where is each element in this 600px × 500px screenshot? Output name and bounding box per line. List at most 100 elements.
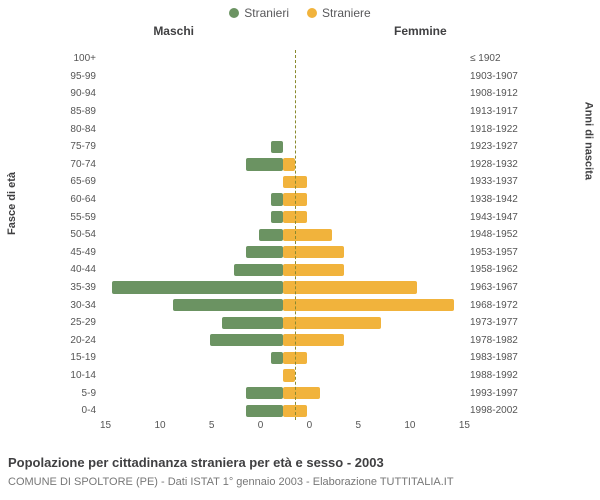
x-tick: 15: [459, 420, 470, 431]
female-half: [283, 68, 466, 86]
female-half: [283, 208, 466, 226]
male-bar: [271, 211, 283, 223]
male-bar: [271, 352, 283, 364]
male-half: [100, 384, 283, 402]
birth-years-label: 1943-1947: [466, 212, 530, 223]
female-bar: [283, 334, 344, 346]
age-band-label: 0-4: [60, 405, 100, 416]
male-half: [100, 349, 283, 367]
bars-container: [100, 384, 466, 402]
legend-male: Stranieri: [229, 6, 289, 20]
legend-male-label: Stranieri: [244, 6, 289, 20]
female-half: [283, 332, 466, 350]
bars-container: [100, 120, 466, 138]
male-half: [100, 103, 283, 121]
male-bar: [234, 264, 283, 276]
female-bar: [283, 229, 332, 241]
bars-container: [100, 68, 466, 86]
birth-years-label: 1903-1907: [466, 71, 530, 82]
age-band-label: 60-64: [60, 194, 100, 205]
bars-container: [100, 50, 466, 68]
female-half: [283, 191, 466, 209]
female-half: [283, 120, 466, 138]
bars-container: [100, 279, 466, 297]
x-tick: 15: [100, 420, 111, 431]
female-half: [283, 384, 466, 402]
birth-years-label: 1938-1942: [466, 194, 530, 205]
female-half: [283, 50, 466, 68]
pyramid-chart: Stranieri Straniere Maschi Femmine Fasce…: [0, 0, 600, 500]
female-half: [283, 85, 466, 103]
title-females: Femmine: [394, 24, 447, 38]
male-half: [100, 138, 283, 156]
female-half: [283, 349, 466, 367]
age-band-label: 50-54: [60, 229, 100, 240]
age-band-label: 15-19: [60, 352, 100, 363]
male-half: [100, 85, 283, 103]
male-half: [100, 279, 283, 297]
male-half: [100, 314, 283, 332]
age-band-label: 85-89: [60, 106, 100, 117]
female-half: [283, 402, 466, 420]
birth-years-label: 1998-2002: [466, 405, 530, 416]
male-bar: [271, 193, 283, 205]
bars-container: [100, 208, 466, 226]
male-bar: [246, 158, 283, 170]
male-bar: [210, 334, 283, 346]
male-bar: [271, 141, 283, 153]
x-tick: 5: [356, 420, 362, 431]
male-half: [100, 244, 283, 262]
male-half: [100, 68, 283, 86]
birth-years-label: 1928-1932: [466, 159, 530, 170]
birth-years-label: ≤ 1902: [466, 53, 530, 64]
x-tick: 5: [209, 420, 215, 431]
bars-container: [100, 367, 466, 385]
swatch-male: [229, 8, 239, 18]
birth-years-label: 1953-1957: [466, 247, 530, 258]
bars-container: [100, 244, 466, 262]
birth-years-label: 1983-1987: [466, 352, 530, 363]
birth-years-label: 1918-1922: [466, 124, 530, 135]
bars-container: [100, 226, 466, 244]
age-band-label: 20-24: [60, 335, 100, 346]
male-bar: [246, 246, 283, 258]
bars-container: [100, 332, 466, 350]
female-half: [283, 138, 466, 156]
age-band-label: 10-14: [60, 370, 100, 381]
male-half: [100, 296, 283, 314]
age-band-label: 90-94: [60, 88, 100, 99]
age-band-label: 35-39: [60, 282, 100, 293]
bars-container: [100, 349, 466, 367]
birth-years-label: 1978-1982: [466, 335, 530, 346]
legend-female-label: Straniere: [322, 6, 371, 20]
male-bar: [246, 405, 283, 417]
bars-container: [100, 85, 466, 103]
birth-years-label: 1933-1937: [466, 176, 530, 187]
y-axis-right-title: Anni di nascita: [582, 102, 594, 180]
bars-container: [100, 156, 466, 174]
plot-area: 100+≤ 190295-991903-190790-941908-191285…: [60, 50, 530, 420]
male-half: [100, 120, 283, 138]
bars-container: [100, 191, 466, 209]
bars-container: [100, 138, 466, 156]
female-bar: [283, 387, 320, 399]
female-bar: [283, 369, 295, 381]
x-tick: 10: [404, 420, 415, 431]
chart-subcaption: COMUNE DI SPOLTORE (PE) - Dati ISTAT 1° …: [8, 476, 454, 488]
female-bar: [283, 299, 454, 311]
age-band-label: 75-79: [60, 141, 100, 152]
male-bar: [173, 299, 283, 311]
bars-container: [100, 261, 466, 279]
male-half: [100, 173, 283, 191]
female-half: [283, 261, 466, 279]
birth-years-label: 1988-1992: [466, 370, 530, 381]
female-bar: [283, 317, 381, 329]
male-half: [100, 50, 283, 68]
age-band-label: 100+: [60, 53, 100, 64]
age-band-label: 70-74: [60, 159, 100, 170]
swatch-female: [307, 8, 317, 18]
female-half: [283, 226, 466, 244]
male-half: [100, 332, 283, 350]
birth-years-label: 1908-1912: [466, 88, 530, 99]
age-band-label: 40-44: [60, 264, 100, 275]
